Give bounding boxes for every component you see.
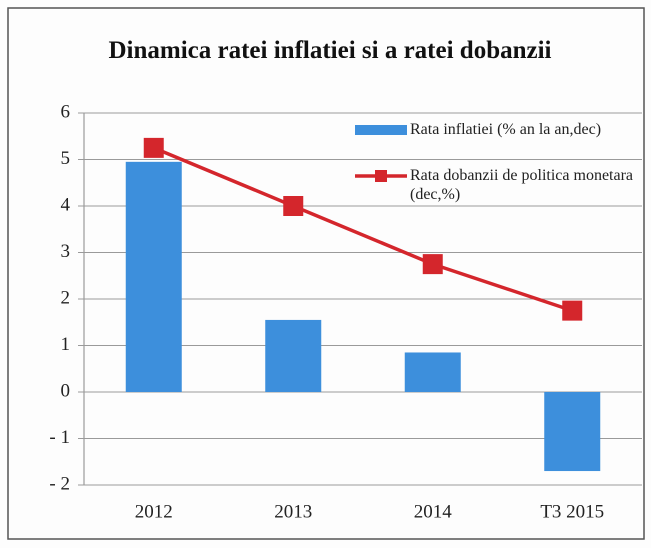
bar [404,352,461,392]
legend-label: Rata dobanzii de politica monetara (dec,… [410,167,634,203]
marker [283,196,304,216]
y-tick-label: 4 [61,194,71,215]
line [153,146,573,313]
legend-label: Rata inflatiei (% an la an,dec) [410,121,602,138]
bar [544,392,601,472]
y-tick-label: 0 [61,380,71,401]
y-tick-label: 6 [61,101,71,122]
y-tick-label: - 1 [49,427,70,448]
legend-swatch [355,125,407,135]
chart-title: Dinamica ratei inflatiei si a ratei doba… [108,37,552,64]
bar [125,161,182,392]
y-tick-label: 3 [61,241,71,262]
x-tick-label: T3 2015 [540,501,604,522]
bar [265,319,322,392]
x-tick-label: 2012 [135,501,173,522]
legend-swatch [375,170,387,182]
marker [562,300,583,321]
y-tick-label: - 2 [49,473,70,494]
y-tick-label: 2 [61,287,71,308]
marker [143,137,164,158]
y-tick-label: 5 [61,148,71,169]
marker [422,254,443,275]
y-tick-label: 1 [61,334,71,355]
x-tick-label: 2013 [274,501,312,522]
frame [7,7,645,540]
x-tick-label: 2014 [414,501,453,522]
